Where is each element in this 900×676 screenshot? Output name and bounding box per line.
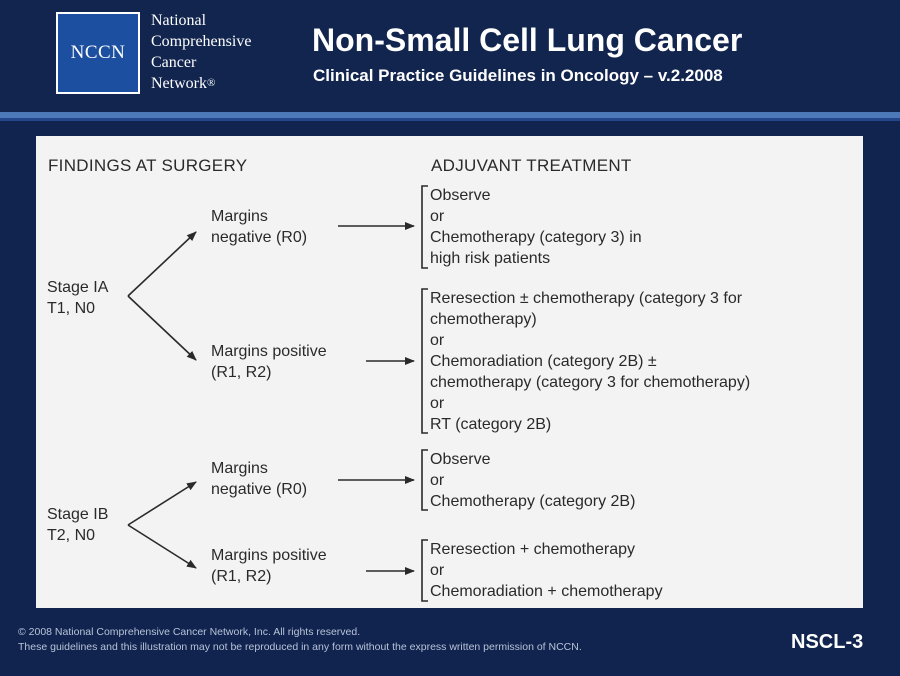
findings-column-header: FINDINGS AT SURGERY	[48, 156, 248, 175]
treatment-line: or	[430, 395, 445, 412]
treatment-line: Chemoradiation (category 2B) ±	[430, 353, 657, 370]
organization-name: National Comprehensive Cancer Network®	[151, 10, 251, 94]
treatment-line: or	[430, 208, 445, 225]
header-divider-shadow	[0, 118, 900, 121]
stage-tnm: T2, N0	[47, 527, 96, 544]
stage-label: Stage IA	[47, 279, 109, 296]
stage-tnm: T1, N0	[47, 300, 96, 317]
treatment-line: Chemoradiation + chemotherapy	[430, 583, 663, 600]
margin-label: negative (R0)	[211, 481, 308, 498]
treatment-line: chemotherapy)	[430, 311, 537, 328]
treatment-line: Chemotherapy (category 3) in	[430, 229, 642, 246]
org-line: Network®	[151, 73, 251, 94]
treatment-line: chemotherapy (category 3 for chemotherap…	[430, 374, 751, 391]
treatment-line: or	[430, 332, 445, 349]
reproduction-notice: These guidelines and this illustration m…	[18, 641, 582, 653]
org-line: Cancer	[151, 54, 197, 71]
treatment-line: or	[430, 562, 445, 579]
margin-label: negative (R0)	[211, 229, 308, 246]
margin-label: Margins positive	[211, 547, 327, 564]
nccn-logo: NCCN	[56, 12, 140, 94]
treatment-line: Observe	[430, 451, 491, 468]
registered-mark: ®	[206, 77, 216, 89]
org-line-text: Network	[151, 75, 207, 92]
treatment-line: high risk patients	[430, 250, 551, 267]
margin-label: Margins positive	[211, 343, 327, 360]
page-code: NSCL-3	[791, 631, 864, 653]
treatment-line: or	[430, 472, 445, 489]
margin-label: (R1, R2)	[211, 568, 272, 585]
stage-label: Stage IB	[47, 506, 109, 523]
margin-label: Margins	[211, 460, 268, 477]
logo-text: NCCN	[70, 42, 126, 63]
treatment-line: Reresection ± chemotherapy (category 3 f…	[430, 290, 743, 307]
header-divider	[0, 112, 900, 118]
header-bar: NCCN National Comprehensive Cancer Netwo…	[0, 0, 900, 112]
treatment-line: RT (category 2B)	[430, 416, 552, 433]
org-line: Comprehensive	[151, 33, 252, 50]
page-subtitle: Clinical Practice Guidelines in Oncology…	[313, 66, 723, 85]
treatment-line: Observe	[430, 187, 491, 204]
footer-copyright-notice: © 2008 National Comprehensive Cancer Net…	[18, 625, 582, 655]
copyright-text: © 2008 National Comprehensive Cancer Net…	[18, 626, 361, 638]
page-title: Non-Small Cell Lung Cancer	[312, 22, 743, 58]
margin-label: (R1, R2)	[211, 364, 272, 381]
treatment-column-header: ADJUVANT TREATMENT	[431, 156, 632, 175]
treatment-line: Reresection + chemotherapy	[430, 541, 635, 558]
treatment-line: Chemotherapy (category 2B)	[430, 493, 636, 510]
margin-label: Margins	[211, 208, 268, 225]
org-line: National	[151, 12, 207, 29]
